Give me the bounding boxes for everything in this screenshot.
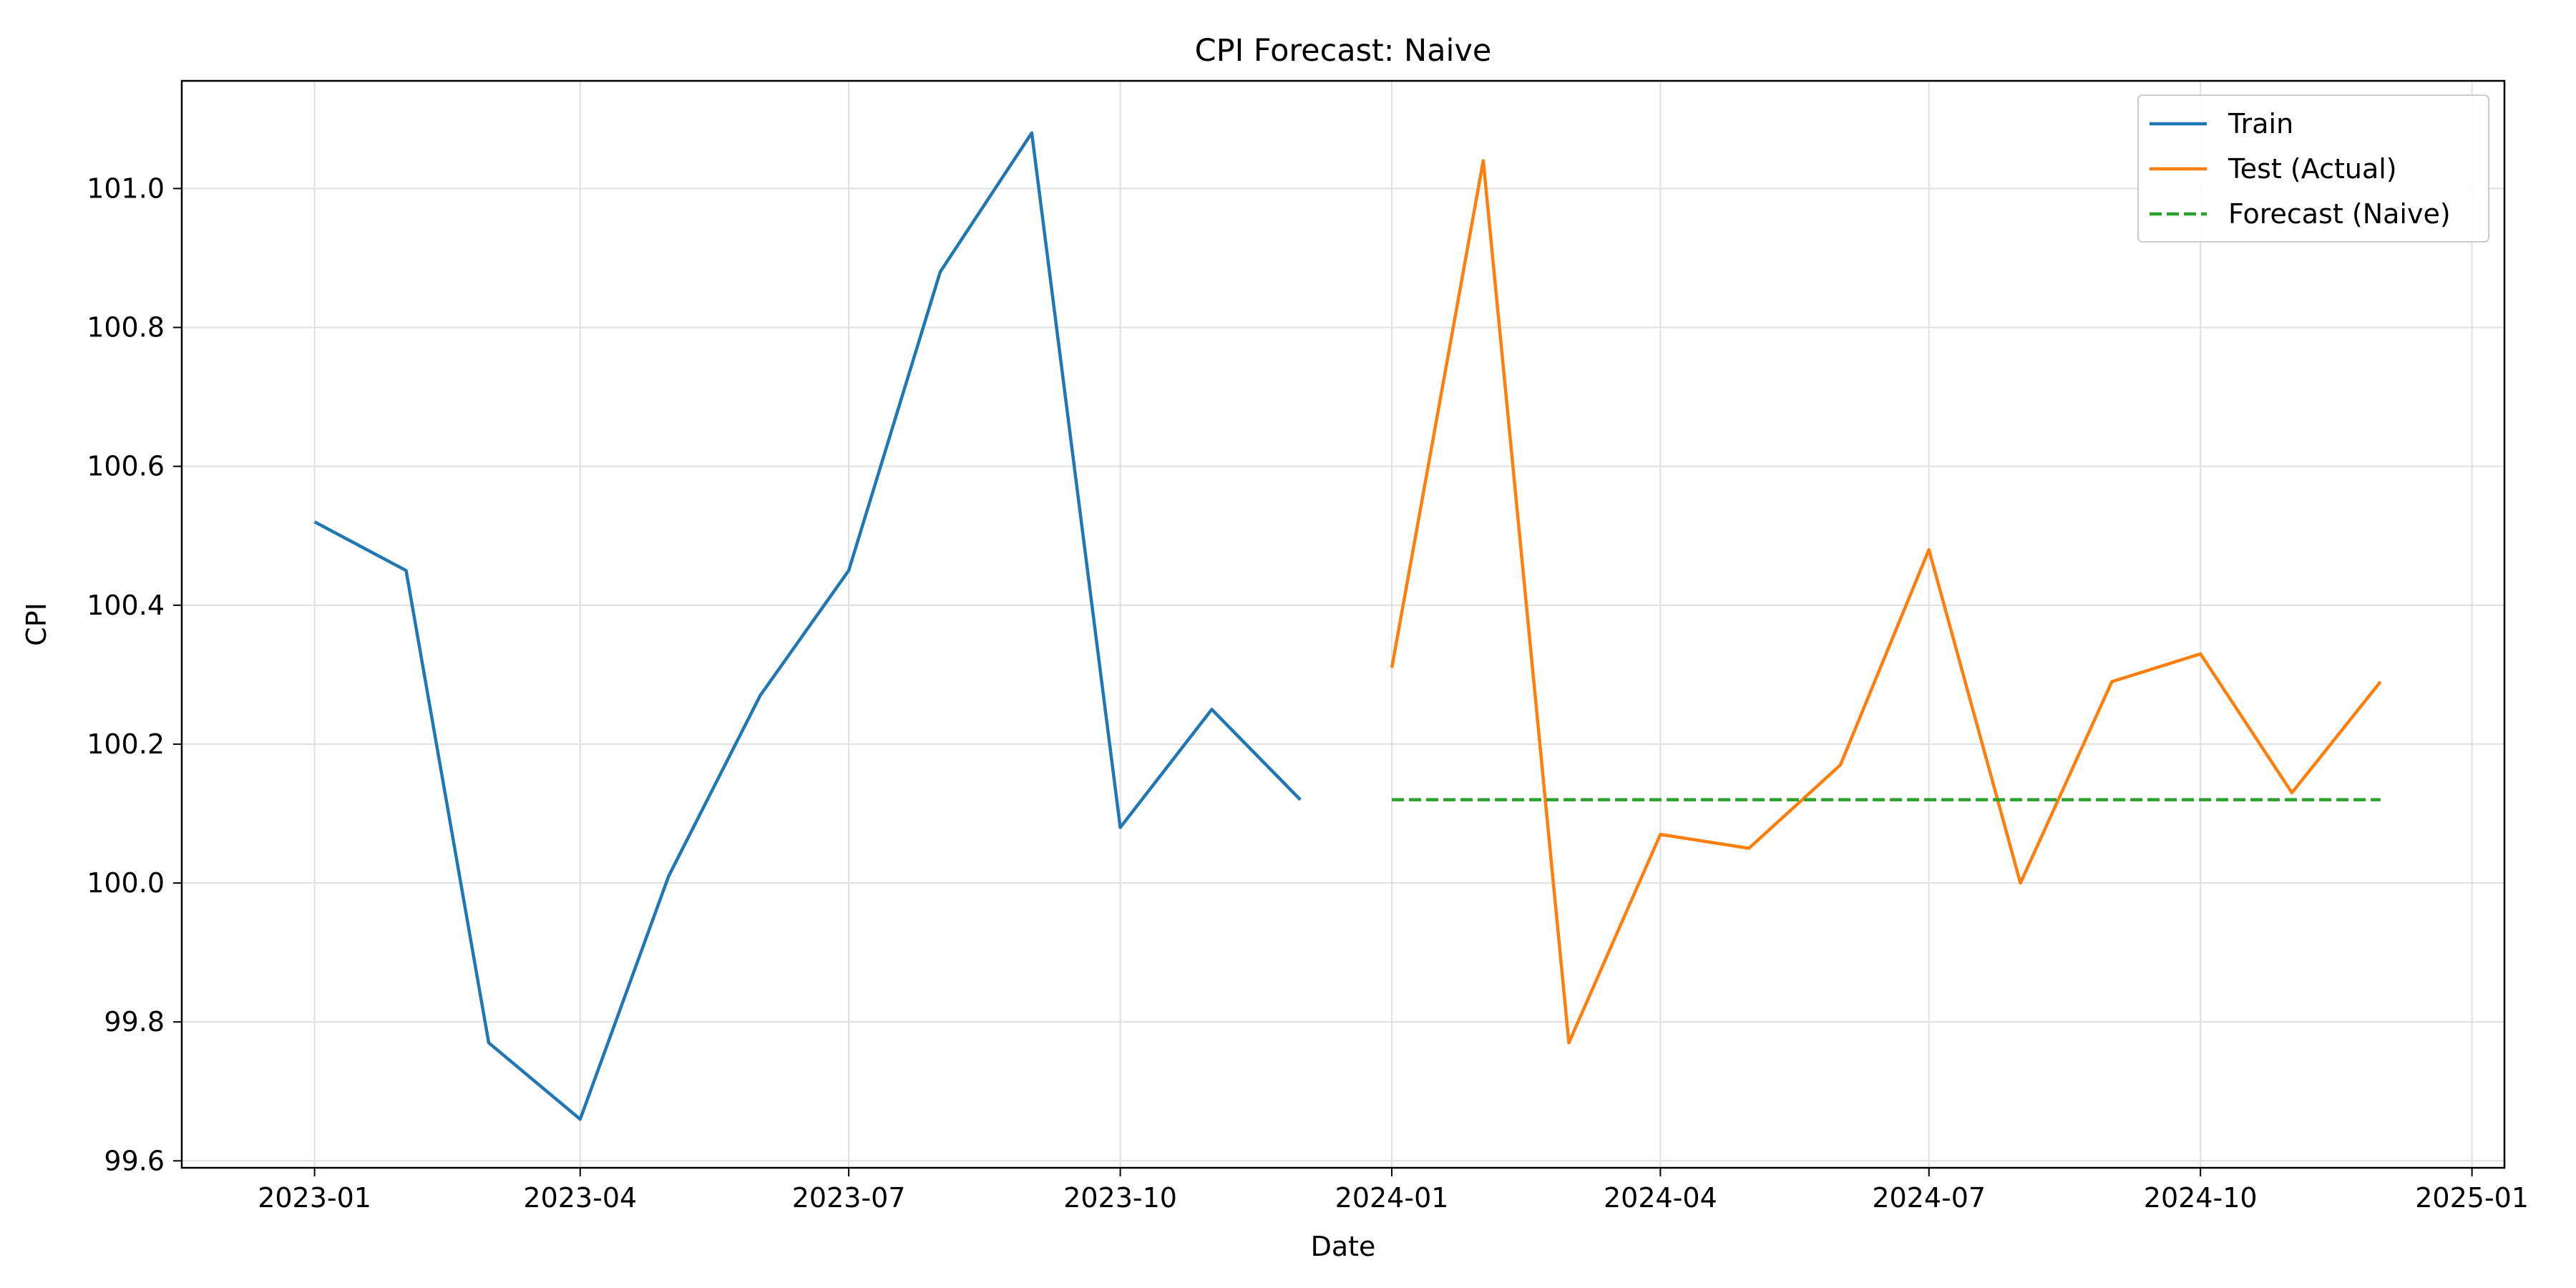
chart-title: CPI Forecast: Naive	[1195, 33, 1492, 69]
y-tick-label: 99.6	[104, 1145, 165, 1176]
x-tick-label: 2024-10	[2144, 1182, 2258, 1214]
legend-label-train: Train	[2228, 108, 2293, 140]
x-tick-label: 2024-01	[1335, 1182, 1449, 1214]
grid	[182, 81, 2504, 1168]
y-tick-label: 100.4	[87, 590, 165, 621]
y-tick-label: 100.8	[87, 312, 165, 343]
x-tick-label: 2025-01	[2415, 1182, 2529, 1214]
x-axis-ticks: 2023-01 2023-04 2023-07 2023-10 2024-01 2024-…	[258, 1168, 2529, 1214]
x-tick-label: 2023-04	[523, 1182, 637, 1214]
x-axis-label: Date	[1311, 1231, 1376, 1262]
plot-lines	[313, 131, 2382, 1121]
legend-label-test-actual: Test (Actual)	[2228, 153, 2397, 185]
y-axis-ticks: 99.6 99.8 100.0 100.2 100.4 100.6 100.8 101.0	[87, 172, 182, 1176]
x-tick-label: 2023-01	[258, 1182, 371, 1214]
legend-label-forecast-naive: Forecast (Naive)	[2228, 198, 2451, 230]
y-tick-label: 100.6	[87, 451, 165, 482]
x-tick-label: 2023-10	[1063, 1182, 1177, 1214]
x-tick-label: 2023-07	[792, 1182, 906, 1214]
y-tick-label: 100.2	[87, 728, 165, 760]
y-axis-label: CPI	[21, 602, 52, 646]
series-line-test-actual	[1390, 159, 2382, 1045]
series-line-train	[313, 131, 1302, 1121]
legend: Train Test (Actual) Forecast (Naive)	[2137, 94, 2489, 243]
y-tick-label: 101.0	[87, 172, 165, 204]
plot-frame	[180, 79, 2506, 1169]
x-tick-label: 2024-07	[1872, 1182, 1986, 1214]
x-tick-label: 2024-04	[1604, 1182, 1717, 1214]
y-tick-label: 100.0	[87, 867, 165, 899]
y-tick-label: 99.8	[104, 1006, 165, 1038]
legend-box	[2137, 94, 2489, 243]
